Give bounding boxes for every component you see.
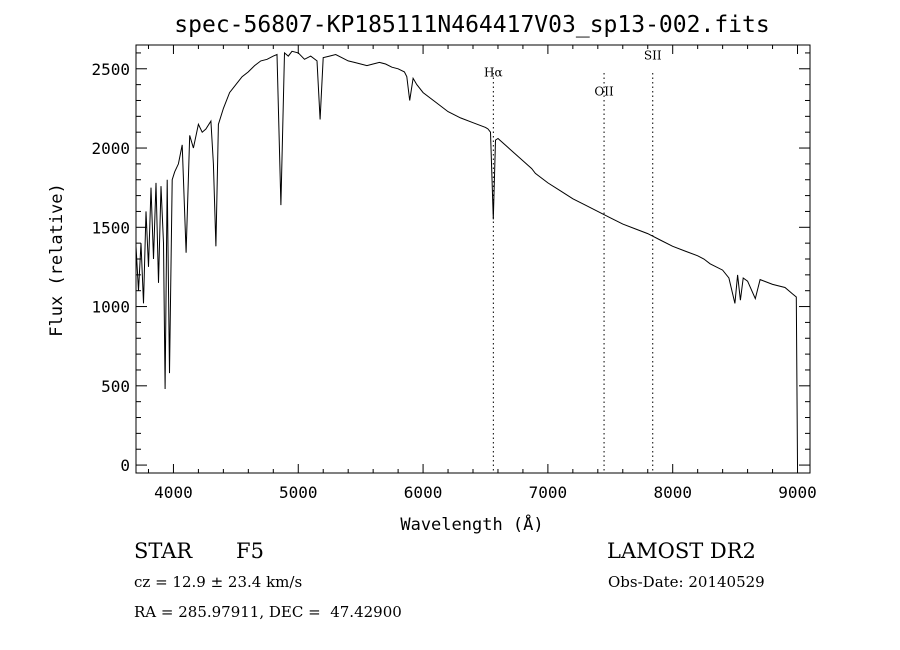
y-axis-label: Flux (relative): [47, 183, 67, 337]
spectral-feature-label: Hα: [484, 66, 503, 80]
survey-name: LAMOST DR2: [607, 539, 756, 563]
y-tick-label: 2000: [91, 139, 130, 158]
chart-title: spec-56807-KP185111N464417V03_sp13-002.f…: [174, 12, 769, 38]
sky-coordinates: RA = 285.97911, DEC = 47.42900: [134, 603, 402, 621]
spectrum-line: [135, 50, 798, 466]
y-tick-label: 2500: [91, 60, 130, 79]
x-tick-label: 6000: [404, 483, 443, 502]
y-tick-label: 1000: [91, 298, 130, 317]
redshift-velocity: cz = 12.9 ± 23.4 km/s: [134, 573, 303, 591]
plot-frame: [135, 44, 811, 474]
x-tick-label: 9000: [778, 483, 817, 502]
spectral-feature-label: SII: [644, 48, 662, 62]
x-tick-label: 5000: [279, 483, 318, 502]
subclass: F5: [236, 539, 264, 563]
object-class: STAR: [134, 539, 193, 563]
x-axis-label: Wavelength (Å): [400, 513, 543, 535]
spectral-feature-label: OII: [594, 85, 614, 99]
y-tick-label: 500: [101, 377, 130, 396]
y-tick-label: 0: [120, 456, 130, 475]
y-tick-label: 1500: [91, 218, 130, 237]
x-tick-label: 4000: [154, 483, 193, 502]
x-tick-label: 8000: [653, 483, 692, 502]
observation-date: Obs-Date: 20140529: [608, 573, 765, 591]
x-tick-label: 7000: [529, 483, 568, 502]
